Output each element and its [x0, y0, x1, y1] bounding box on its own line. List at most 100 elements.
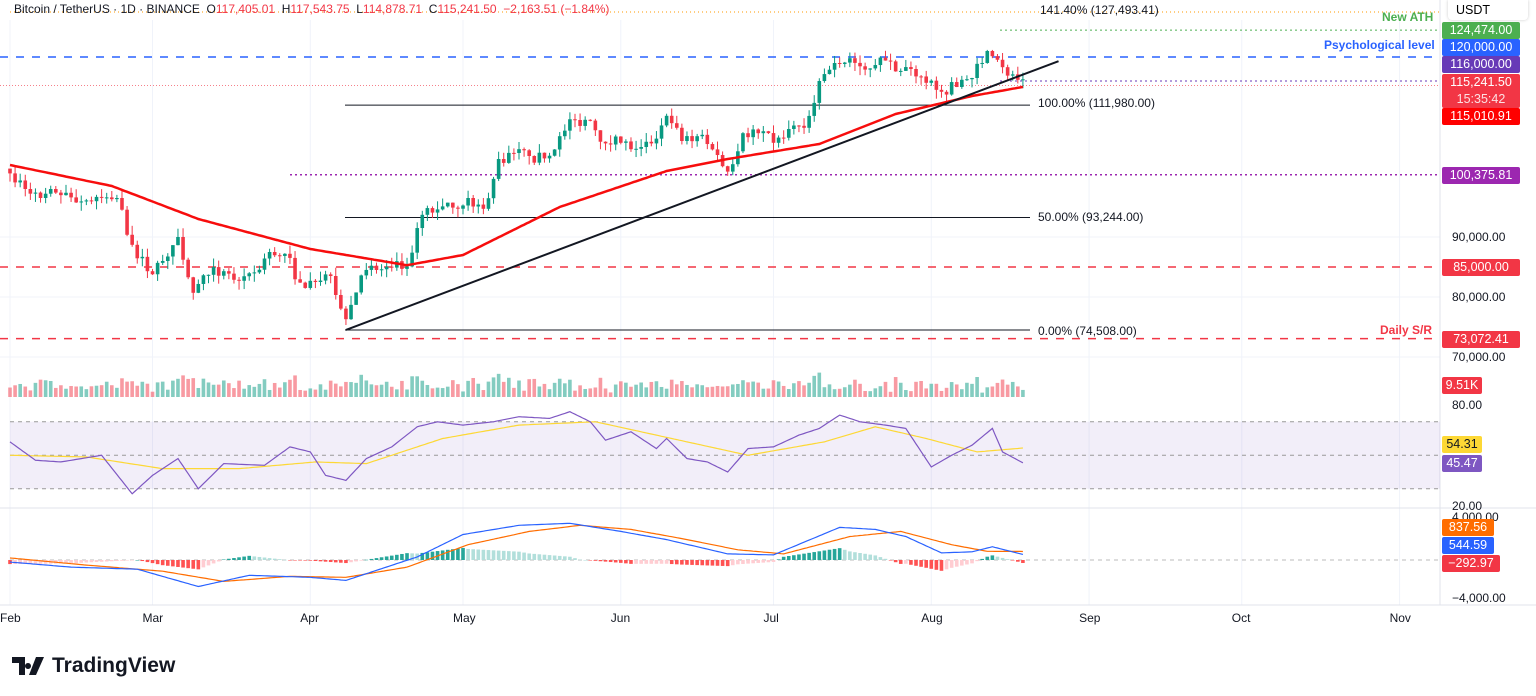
candle-body — [242, 276, 246, 281]
macd-histogram-bar — [471, 549, 475, 560]
macd-histogram-bar — [909, 560, 913, 565]
candle-body — [751, 129, 755, 138]
macd-histogram-bar — [277, 559, 282, 560]
volume-bar — [135, 385, 140, 397]
candle-body — [84, 200, 89, 202]
candle-body — [939, 89, 944, 92]
macd-histogram-bar — [568, 556, 572, 560]
volume-bar — [339, 386, 343, 397]
x-tick: Jun — [610, 611, 631, 625]
volume-bar — [84, 389, 89, 397]
macd-histogram-bar — [221, 559, 226, 560]
candle-body — [283, 253, 287, 256]
volume-bar — [613, 384, 618, 397]
brand-name: TradingView — [52, 654, 176, 677]
candle-body — [715, 149, 720, 156]
candle-body — [583, 119, 587, 126]
candle-body — [669, 115, 674, 124]
candle-body — [802, 125, 806, 128]
volume-bar — [125, 381, 129, 397]
macd-histogram-bar — [466, 548, 470, 560]
candle-body — [624, 141, 628, 143]
candle-body — [639, 147, 643, 149]
candle-body — [181, 237, 185, 260]
macd-histogram-bar — [863, 553, 867, 560]
macd-histogram-bar — [410, 553, 414, 560]
currency-label[interactable]: USDT — [1448, 0, 1528, 20]
macd-histogram-bar — [680, 560, 684, 565]
macd-histogram-bar — [654, 560, 659, 564]
macd-histogram-bar — [28, 560, 33, 564]
macd-histogram-bar — [985, 556, 990, 560]
candle-body — [435, 209, 440, 213]
macd-histogram-bar — [537, 554, 542, 560]
volume-bar — [837, 388, 842, 397]
fib-100-label: 100.00% (111,980.00) — [1038, 96, 1155, 110]
candle-body — [384, 266, 389, 270]
price-tag: 73,072.41 — [1442, 330, 1520, 348]
candle-body — [211, 267, 216, 275]
volume-bar — [242, 388, 246, 397]
macd-histogram-bar — [303, 560, 308, 561]
volume-bar — [954, 384, 959, 397]
macd-histogram-bar — [125, 560, 129, 561]
volume-bar — [659, 386, 664, 397]
macd-histogram-bar — [232, 558, 236, 560]
open-label: O — [206, 2, 216, 16]
macd-histogram-bar — [165, 560, 170, 566]
volume-bar — [79, 386, 84, 397]
volume-bar — [929, 383, 934, 397]
price-tag: 115,241.50 15:35:42 — [1442, 74, 1520, 108]
candle-body — [445, 202, 450, 207]
macd-histogram-bar — [359, 560, 364, 561]
volume-bar — [751, 381, 755, 397]
volume-bar — [323, 389, 328, 397]
volume-bar — [130, 381, 134, 397]
macd-histogram-bar — [822, 550, 827, 560]
candle-body — [440, 206, 445, 210]
interval[interactable]: 1D — [120, 2, 136, 16]
macd-histogram-bar — [853, 552, 857, 560]
new-ath-label: New ATH — [1382, 10, 1434, 24]
volume-bar — [863, 390, 867, 397]
volume-bar — [216, 384, 221, 397]
candle-body — [507, 152, 511, 163]
macd-signal-line — [9, 524, 1023, 583]
candle-body — [537, 152, 542, 163]
fib-1414-label: 141.40% (127,493.41) — [1040, 3, 1159, 17]
candle-body — [430, 208, 435, 213]
macd-histogram-bar — [328, 560, 333, 563]
price-tag: 100,375.81 — [1442, 166, 1520, 184]
candle-body — [277, 255, 282, 257]
candle-body — [339, 294, 343, 309]
volume-bar — [318, 384, 323, 397]
candle-body — [603, 141, 608, 144]
tradingview-logo[interactable]: TradingView — [12, 654, 175, 678]
candle-body — [608, 143, 613, 145]
macd-histogram-bar — [476, 549, 481, 560]
volume-bar — [975, 377, 979, 397]
macd-histogram-bar — [690, 560, 694, 565]
macd-histogram-bar — [868, 554, 873, 560]
macd-histogram-bar — [797, 554, 801, 560]
volume-bar — [99, 385, 104, 397]
macd-histogram-bar — [552, 555, 557, 560]
macd-histogram-bar — [873, 555, 878, 560]
macd-histogram-bar — [776, 559, 781, 560]
volume-bar — [685, 384, 689, 397]
candle-body — [934, 80, 939, 90]
macd-histogram-bar — [949, 560, 954, 568]
macd-histogram-bar — [817, 551, 822, 560]
candle-body — [842, 62, 847, 64]
candle-body — [333, 276, 338, 295]
macd-histogram-bar — [603, 560, 608, 562]
y-tick: 80,000.00 — [1452, 290, 1506, 304]
x-tick: Sep — [1079, 611, 1101, 625]
candle-body — [33, 192, 38, 194]
macd-histogram-bar — [634, 560, 638, 564]
macd-histogram-bar — [629, 560, 633, 564]
symbol-name[interactable]: Bitcoin / TetherUS — [14, 2, 110, 16]
x-tick: Nov — [1389, 611, 1411, 625]
macd-histogram-bar — [914, 560, 918, 566]
